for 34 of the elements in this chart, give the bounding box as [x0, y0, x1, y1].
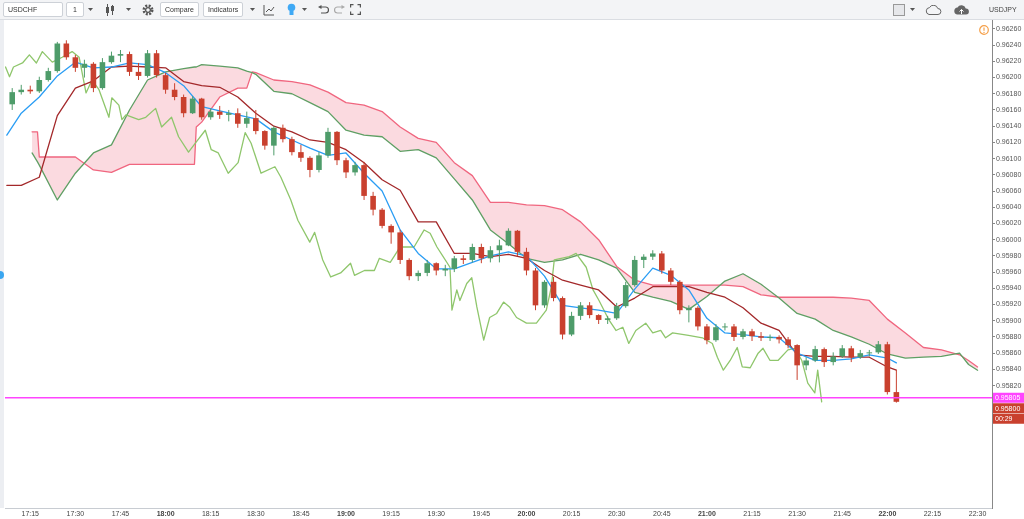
candlestick: [568, 311, 575, 337]
candlestick: [343, 157, 349, 179]
candlestick: [153, 49, 160, 79]
candlestick: [325, 127, 331, 159]
candlestick: [379, 207, 385, 229]
candlestick: [262, 129, 268, 151]
candlestick: [622, 281, 629, 309]
candlestick: [406, 257, 412, 281]
candlestick: [803, 356, 809, 371]
candlestick: [162, 72, 169, 95]
candlestick: [126, 51, 133, 77]
candlestick: [144, 49, 151, 79]
candlestick: [704, 323, 710, 345]
candlestick: [352, 161, 358, 177]
candlestick: [234, 107, 241, 129]
candlestick: [758, 331, 764, 342]
candlestick: [388, 223, 394, 245]
candlestick: [749, 328, 755, 342]
candlestick: [307, 155, 313, 178]
candlestick: [370, 191, 376, 216]
candlestick: [767, 334, 773, 342]
candlestick: [298, 144, 304, 163]
candlestick: [722, 322, 728, 331]
candlestick: [316, 151, 322, 173]
candlestick: [271, 125, 277, 156]
candlestick: [496, 239, 503, 263]
candlestick: [289, 136, 295, 156]
candlestick: [659, 250, 665, 275]
candlestick: [9, 87, 16, 111]
candlestick: [821, 347, 827, 368]
candlestick: [794, 343, 800, 381]
candlestick: [695, 305, 701, 331]
candlestick: [785, 336, 791, 349]
candlestick: [253, 109, 259, 135]
